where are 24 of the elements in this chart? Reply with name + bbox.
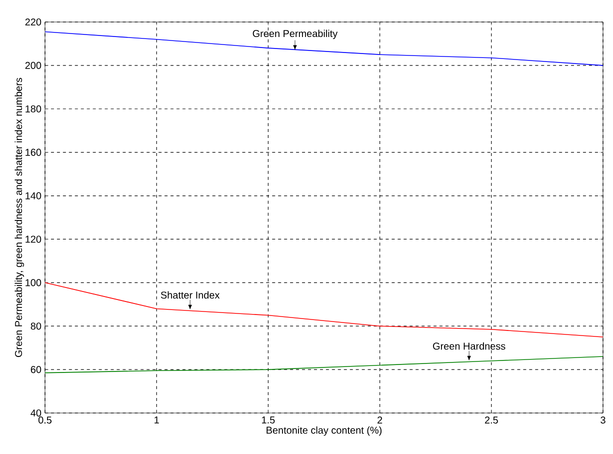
y-tick-label: 40 [30,409,42,417]
y-tick-label: 220 [25,18,42,26]
line-series [44,31,604,66]
y-axis-title: Green Permeability, green hardness and shatter index numbers [14,78,24,358]
y-tick-label: 180 [26,105,42,112]
x-tick-label: 3 [600,416,606,424]
y-tick-label: 60 [30,366,42,374]
line-series [44,356,604,374]
line-series [44,282,604,338]
y-tick-label: 80 [30,322,42,330]
y-tick-label: 200 [25,62,42,69]
y-tick-label: 160 [26,148,42,156]
x-tick-label: 2 [378,416,382,424]
x-tick-label: 1.5 [262,416,275,424]
annotation: Green Hardness [433,342,506,350]
x-tick-label: 0.5 [38,416,52,424]
x-axis-title: Bentonite clay content (%) [266,426,382,436]
x-tick-label: 2.5 [484,416,498,424]
x-tick-label: 1 [154,416,159,424]
annotation: Shatter Index [160,291,220,299]
y-tick-label: 100 [26,279,42,286]
y-tick-label: 140 [26,192,42,200]
y-tick-label: 120 [26,236,42,243]
annotation: Green Permeability [252,30,338,40]
